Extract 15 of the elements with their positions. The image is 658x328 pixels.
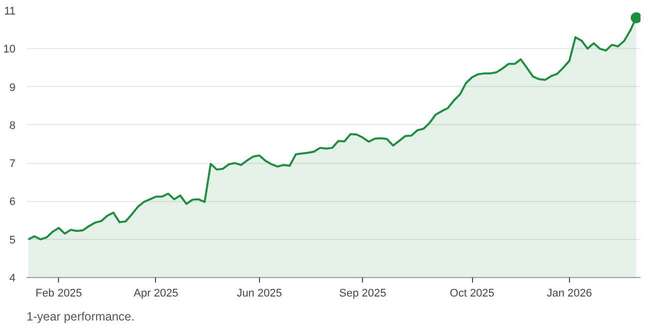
x-tick-label: Jun 2025 bbox=[236, 288, 282, 300]
y-tick-label: 11 bbox=[4, 6, 16, 18]
x-tick-label: Feb 2025 bbox=[35, 288, 82, 300]
x-tick-label: Apr 2025 bbox=[134, 288, 178, 300]
x-tick-label: Oct 2025 bbox=[450, 288, 494, 300]
y-tick-label: 10 bbox=[3, 44, 16, 56]
y-tick-label: 7 bbox=[9, 158, 16, 170]
y-tick-label: 5 bbox=[9, 234, 16, 246]
y-tick-label: 4 bbox=[9, 272, 16, 284]
y-tick-label: 6 bbox=[9, 196, 16, 208]
x-tick-label: Jan 2026 bbox=[546, 288, 592, 300]
text: 1-year performance. bbox=[26, 310, 135, 324]
x-tick-label: Sep 2025 bbox=[339, 288, 386, 300]
y-tick-label: 9 bbox=[9, 82, 16, 94]
y-tick-label: 8 bbox=[9, 120, 16, 132]
